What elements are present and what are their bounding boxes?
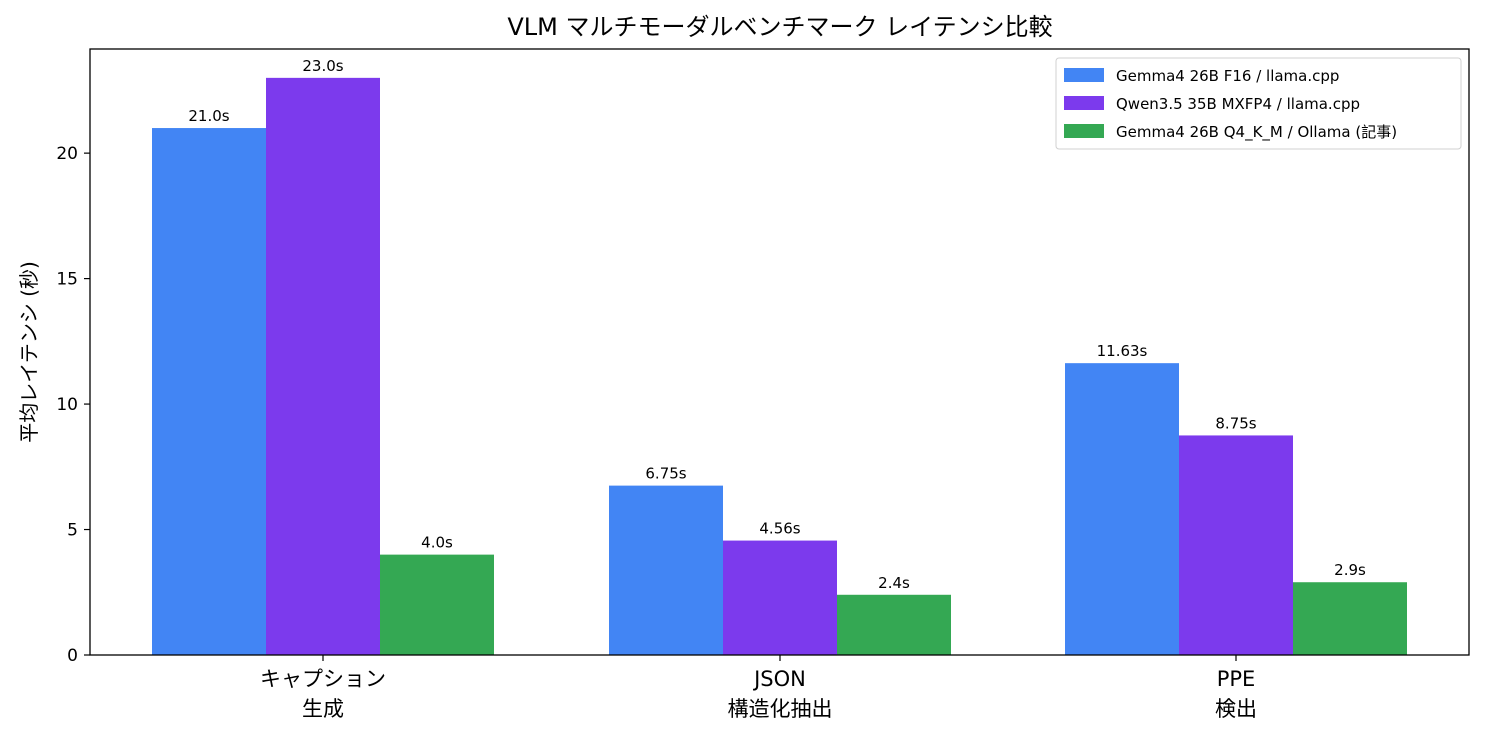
data-label: 8.75s [1215,414,1256,432]
data-label: 11.63s [1097,342,1148,360]
plot-frame [89,48,1470,656]
x-category-label: 生成 [302,697,344,721]
legend-entry: Gemma4 26B F16 / llama.cpp [1116,67,1339,85]
bar-series-3-category-2 [837,594,951,655]
legend-swatch [1064,68,1104,82]
y-tick-label: 0 [67,646,78,666]
y-tick-label: 10 [56,395,78,415]
legend-entry: Qwen3.5 35B MXFP4 / llama.cpp [1116,95,1360,113]
bar-series-2-category-2 [723,540,837,655]
x-category-label: 検出 [1215,697,1257,721]
bar-series-2-category-1 [266,77,380,656]
x-category-label: キャプション [260,667,386,691]
data-label: 2.4s [878,574,910,592]
y-axis-label: 平均レイテンシ (秒) [17,261,41,443]
x-category-label: PPE [1217,667,1256,691]
x-category-label: JSON [752,667,806,691]
chart-title: VLM マルチモーダルベンチマーク レイテンシ比較 [507,13,1052,41]
bar-series-2-category-3 [1179,435,1293,655]
data-label: 23.0s [302,57,343,75]
y-tick-label: 15 [56,270,78,290]
legend-entry: Gemma4 26B Q4_K_M / Ollama (記事) [1116,123,1397,142]
bar-series-1-category-1 [152,128,266,656]
bar-series-1-category-3 [1065,363,1179,655]
bar-series-3-category-1 [380,554,494,655]
legend-swatch [1064,96,1104,110]
legend-box [1055,57,1462,150]
data-label: 21.0s [188,107,229,125]
y-tick-label: 5 [67,521,78,541]
data-label: 6.75s [645,465,686,483]
legend-swatch [1064,124,1104,138]
data-label: 4.0s [421,534,453,552]
data-label: 4.56s [759,520,800,538]
bar-series-3-category-3 [1293,582,1407,655]
x-category-label: 構造化抽出 [728,697,833,721]
y-tick-label: 20 [56,144,78,164]
data-label: 2.9s [1334,561,1366,579]
bar-series-1-category-2 [609,485,723,655]
legend: Gemma4 26B F16 / llama.cpp Qwen3.5 35B MX… [1055,57,1462,150]
